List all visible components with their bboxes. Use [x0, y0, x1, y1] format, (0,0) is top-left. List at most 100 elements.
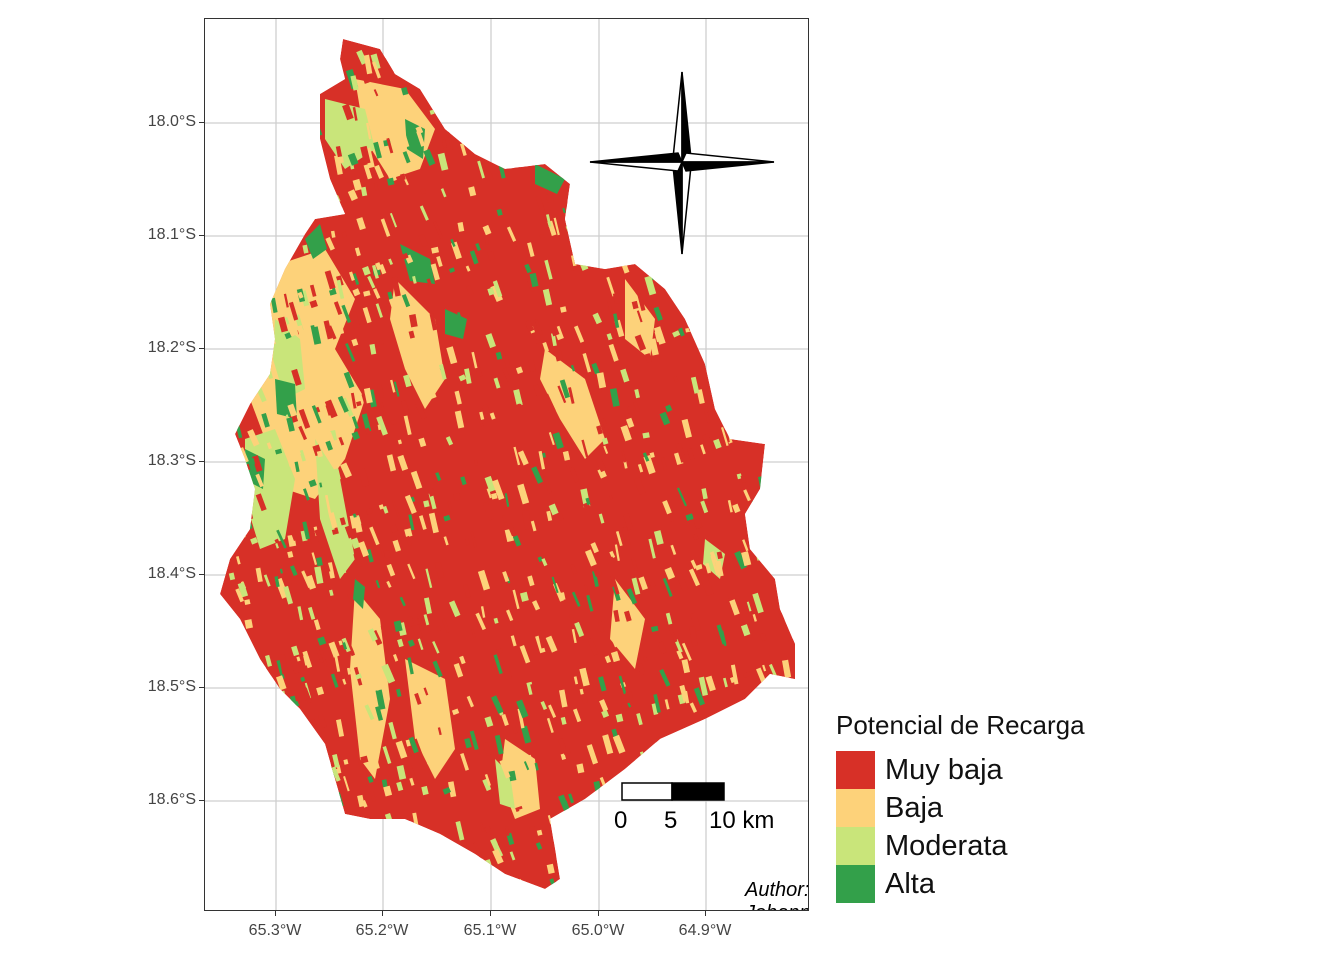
raster-speck — [354, 633, 363, 647]
raster-speck — [485, 333, 496, 349]
raster-speck — [612, 734, 626, 754]
raster-speck — [503, 155, 509, 166]
raster-speck — [471, 867, 479, 874]
raster-speck — [413, 876, 422, 889]
raster-speck — [739, 64, 747, 72]
raster-speck — [773, 539, 782, 555]
map-canvas[interactable] — [205, 19, 809, 911]
raster-speck — [637, 663, 646, 676]
raster-speck — [352, 178, 363, 191]
raster-speck — [506, 832, 515, 846]
raster-speck — [306, 42, 315, 58]
raster-speck — [548, 503, 559, 516]
raster-speck — [786, 238, 794, 256]
raster-speck — [427, 855, 432, 865]
raster-speck — [443, 536, 449, 546]
raster-speck — [268, 176, 276, 186]
raster-speck — [601, 861, 607, 872]
raster-speck — [668, 626, 678, 643]
raster-speck — [623, 461, 628, 469]
raster-speck — [545, 635, 558, 653]
raster-speck — [423, 148, 436, 166]
raster-speck — [278, 780, 285, 791]
raster-speck — [746, 601, 752, 612]
raster-speck — [309, 284, 317, 297]
raster-speck — [391, 276, 401, 297]
raster-speck — [314, 566, 324, 584]
raster-speck — [601, 709, 610, 719]
raster-speck — [763, 374, 771, 387]
raster-speck — [537, 556, 543, 563]
raster-speck — [479, 411, 485, 420]
raster-speck — [610, 575, 620, 595]
raster-speck — [342, 678, 347, 685]
raster-speck — [343, 759, 349, 765]
raster-speck — [487, 250, 496, 261]
raster-speck — [635, 42, 642, 55]
raster-speck — [238, 235, 251, 254]
raster-speck — [364, 704, 375, 721]
raster-speck — [381, 779, 388, 788]
raster-speck — [460, 752, 469, 771]
raster-speck — [571, 180, 580, 196]
raster-speck — [347, 152, 359, 166]
y-tick-mark — [199, 687, 204, 688]
raster-speck — [621, 450, 627, 463]
raster-speck — [226, 649, 240, 671]
raster-speck — [591, 362, 600, 375]
raster-speck — [615, 531, 623, 547]
raster-speck — [248, 457, 256, 466]
raster-speck — [253, 76, 262, 91]
raster-speck — [553, 217, 560, 236]
raster-speck — [265, 825, 275, 844]
raster-speck — [668, 90, 673, 99]
raster-speck — [688, 568, 700, 587]
raster-speck — [535, 635, 546, 654]
raster-speck — [305, 189, 311, 199]
raster-speck — [275, 542, 279, 549]
raster-speck — [609, 550, 616, 559]
raster-speck — [454, 390, 462, 405]
raster-speck — [483, 233, 490, 246]
raster-speck — [728, 556, 736, 572]
raster-speck — [579, 688, 584, 695]
raster-speck — [495, 106, 509, 128]
raster-speck — [545, 193, 554, 204]
raster-speck — [460, 476, 467, 486]
raster-speck — [408, 514, 415, 531]
raster-speck — [648, 538, 656, 559]
raster-speck — [356, 49, 368, 65]
raster-speck — [272, 710, 282, 722]
raster-speck — [746, 63, 759, 83]
raster-speck — [396, 688, 402, 698]
raster-speck — [285, 414, 290, 420]
map-panel[interactable]: N 0 5 10 km Author: Johannes Quente — [204, 18, 809, 911]
raster-speck — [337, 395, 349, 413]
raster-speck — [670, 767, 678, 779]
raster-speck — [382, 505, 389, 514]
raster-speck — [599, 699, 609, 712]
raster-speck — [705, 748, 716, 762]
raster-speck — [356, 217, 366, 231]
raster-speck — [791, 100, 795, 113]
raster-speck — [696, 389, 705, 404]
raster-speck — [763, 488, 773, 506]
raster-speck — [506, 226, 517, 242]
raster-speck — [381, 663, 396, 684]
raster-speck — [252, 824, 262, 837]
raster-speck — [742, 204, 754, 223]
raster-speck — [606, 276, 616, 297]
raster-speck — [227, 824, 239, 845]
raster-speck — [263, 700, 274, 720]
raster-speck — [257, 817, 271, 838]
raster-speck — [542, 341, 549, 353]
raster-speck — [587, 637, 599, 656]
raster-speck — [757, 862, 764, 871]
raster-speck — [622, 604, 628, 613]
raster-speck — [676, 649, 684, 660]
raster-speck — [782, 476, 787, 487]
raster-speck — [267, 816, 273, 827]
raster-speck — [423, 500, 430, 508]
raster-speck — [666, 875, 678, 889]
raster-speck — [316, 450, 323, 458]
